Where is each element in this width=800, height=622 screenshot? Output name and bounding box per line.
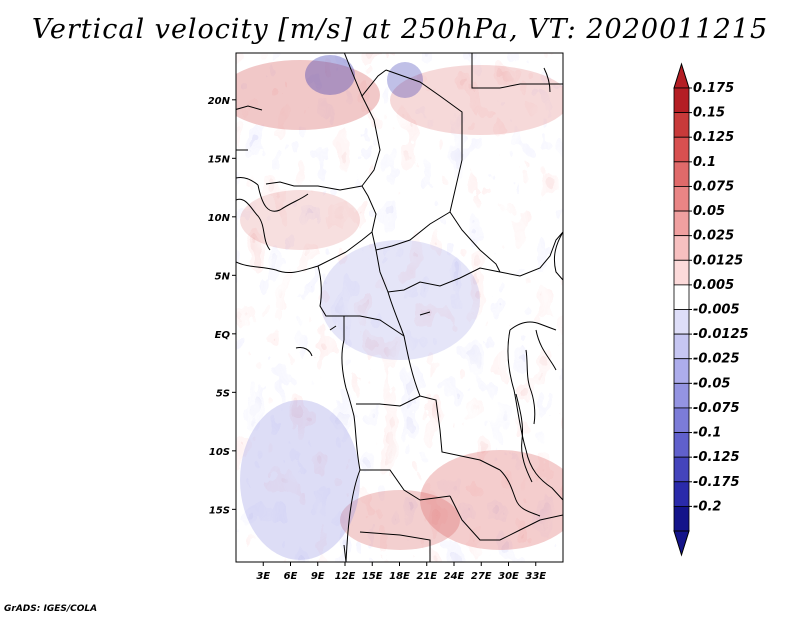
colorbar-label: 0.1 — [693, 155, 716, 170]
colorbar-segment — [673, 87, 690, 114]
colorbar-segment — [673, 210, 690, 237]
lon-tick-label: 30E — [498, 571, 519, 582]
lat-tick-label: 10S — [209, 447, 230, 458]
lon-tick-label: 18E — [389, 571, 410, 582]
lon-tick-label: 27E — [471, 571, 492, 582]
colorbar-segment — [673, 186, 690, 212]
colorbar-label: -0.1 — [693, 426, 721, 441]
lon-tick-label: 3E — [256, 571, 270, 582]
colorbar-label: -0.0125 — [693, 327, 749, 342]
grads-credit: GrADS: IGES/COLA — [4, 604, 98, 614]
colorbar-label: -0.175 — [693, 475, 740, 490]
vertical-velocity-field — [236, 53, 563, 562]
colorbar-min-arrow — [673, 530, 690, 557]
colorbar-segment — [673, 136, 690, 163]
lat-tick-label: 5S — [216, 388, 230, 399]
colorbar-label: -0.005 — [693, 303, 740, 318]
colorbar-max-arrow — [673, 62, 690, 89]
colorbar-segment — [673, 382, 690, 409]
colorbar-label: -0.05 — [693, 376, 730, 391]
colorbar-segment — [673, 432, 690, 458]
colorbar-segment — [673, 505, 690, 532]
colorbar-label: 0.15 — [693, 106, 725, 121]
colorbar-segment — [673, 481, 690, 507]
colorbar-segment — [673, 259, 690, 286]
lat-tick-label: 5N — [215, 271, 231, 282]
lon-tick-label: 12E — [335, 571, 356, 582]
lon-tick-label: 21E — [416, 571, 437, 582]
colorbar-segment — [673, 309, 690, 335]
lon-tick-label: 9E — [311, 571, 325, 582]
lat-tick-label: 10N — [208, 213, 231, 224]
colorbar-label: 0.125 — [693, 130, 734, 145]
page-title: Vertical velocity [m/s] at 250hPa, VT: 2… — [31, 14, 769, 45]
colorbar-label: 0.025 — [693, 229, 734, 244]
lon-tick-label: 24E — [444, 571, 465, 582]
country-borders — [236, 53, 563, 562]
colorbar-segment — [673, 358, 690, 384]
colorbar-label: -0.025 — [693, 352, 740, 367]
colorbar-segment — [673, 235, 690, 261]
colorbar-label: -0.125 — [693, 450, 740, 465]
colorbar-label: -0.2 — [693, 499, 721, 514]
colorbar-label: 0.175 — [693, 81, 734, 96]
colorbar-segment — [673, 407, 690, 433]
colorbar-segment — [673, 284, 690, 310]
lat-tick-label: 15S — [209, 505, 230, 516]
lat-tick-label: 20N — [208, 96, 231, 107]
colorbar-label: 0.05 — [693, 204, 725, 219]
colorbar-segment — [673, 333, 690, 360]
colorbar-label: 0.075 — [693, 179, 734, 194]
lon-tick-label: 15E — [362, 571, 383, 582]
colorbar-segment — [673, 456, 690, 483]
colorbar-label: -0.075 — [693, 401, 740, 416]
colorbar-segment — [673, 161, 690, 187]
colorbar-segment — [673, 112, 690, 138]
lon-tick-label: 6E — [284, 571, 298, 582]
longitude-axis: 3E 6E 9E 12E 15E 18E 21E 24E 27E 30E 33E — [256, 562, 546, 582]
lat-tick-label: EQ — [215, 330, 231, 341]
lat-tick-label: 15N — [208, 154, 231, 165]
colorbar-label: 0.0125 — [693, 253, 743, 268]
colorbar: 0.175 0.15 0.125 0.1 0.075 0.05 0.025 0.0125 0.0… — [673, 62, 749, 557]
latitude-axis: 20N 15N 10N 5N EQ 5S 10S 15S — [208, 96, 236, 516]
lon-tick-label: 33E — [525, 571, 546, 582]
colorbar-label: 0.005 — [693, 278, 734, 293]
